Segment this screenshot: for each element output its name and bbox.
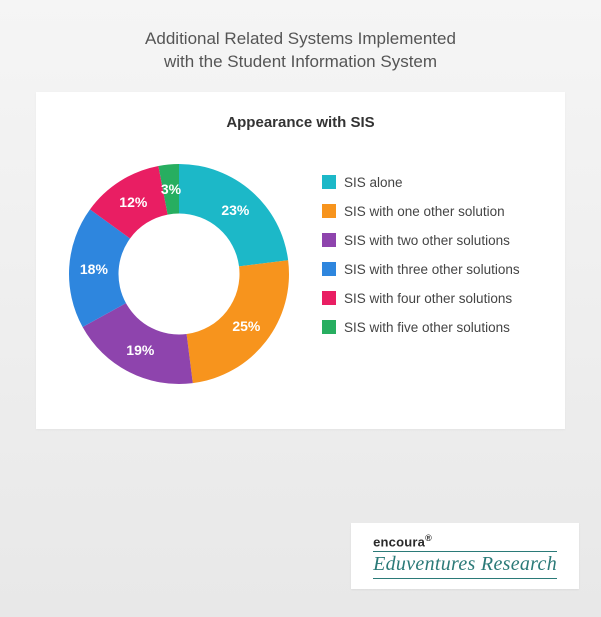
legend-swatch: [322, 320, 336, 334]
slice-label: 19%: [126, 342, 154, 358]
legend-swatch: [322, 262, 336, 276]
legend-label: SIS alone: [344, 175, 403, 190]
legend-label: SIS with five other solutions: [344, 320, 510, 335]
brand-top-text: encoura: [373, 534, 425, 549]
brand-top: encoura®: [373, 533, 557, 549]
legend-item: SIS with four other solutions: [322, 291, 520, 306]
brand-badge: encoura® Eduventures Research: [351, 523, 579, 589]
slice-label: 3%: [161, 181, 181, 197]
chart-row: 23% 25% 19% 18% 12% 3% SIS alone SIS with one …: [54, 149, 547, 399]
legend-swatch: [322, 175, 336, 189]
slice-label: 18%: [80, 261, 108, 277]
legend-swatch: [322, 233, 336, 247]
legend-label: SIS with two other solutions: [344, 233, 510, 248]
slice-label: 25%: [232, 318, 260, 334]
chart-card: Appearance with SIS 23% 25% 19% 18% 12% 3% SI…: [36, 92, 565, 429]
legend-item: SIS with five other solutions: [322, 320, 520, 335]
legend-swatch: [322, 204, 336, 218]
slice-label: 12%: [119, 194, 147, 210]
title-line-1: Additional Related Systems Implemented: [20, 28, 581, 51]
legend-item: SIS alone: [322, 175, 520, 190]
legend-label: SIS with three other solutions: [344, 262, 520, 277]
brand-reg: ®: [425, 533, 432, 543]
donut-chart: 23% 25% 19% 18% 12% 3%: [54, 149, 304, 399]
legend: SIS alone SIS with one other solution SIS …: [322, 149, 520, 349]
legend-label: SIS with one other solution: [344, 204, 505, 219]
legend-swatch: [322, 291, 336, 305]
legend-item: SIS with two other solutions: [322, 233, 520, 248]
brand-bottom: Eduventures Research: [373, 551, 557, 579]
legend-label: SIS with four other solutions: [344, 291, 512, 306]
title-line-2: with the Student Information System: [20, 51, 581, 74]
page-title: Additional Related Systems Implemented w…: [0, 0, 601, 92]
slice-label: 23%: [221, 202, 249, 218]
legend-item: SIS with one other solution: [322, 204, 520, 219]
chart-title: Appearance with SIS: [54, 114, 547, 131]
legend-item: SIS with three other solutions: [322, 262, 520, 277]
